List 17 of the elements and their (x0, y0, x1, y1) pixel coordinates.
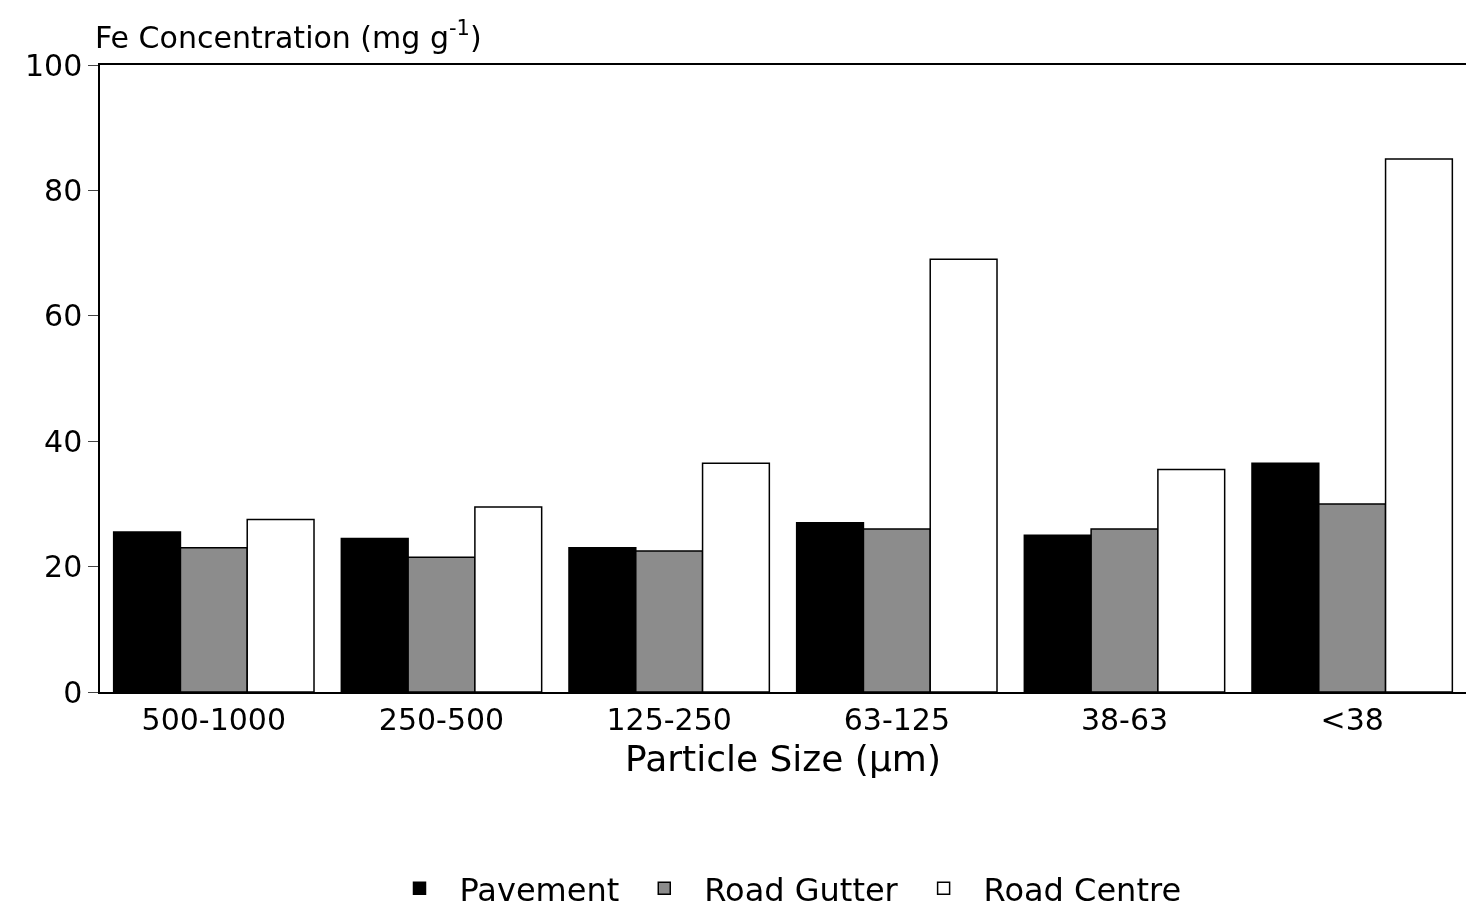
x-tick-label: 38-63 (1080, 701, 1169, 737)
legend-label: Road Gutter (704, 870, 899, 909)
x-tick-label: <38 (1320, 701, 1384, 737)
y-tick-label: 0 (63, 674, 83, 710)
legend-label: Pavement (459, 870, 620, 909)
y-tick-label: 60 (44, 298, 83, 334)
x-tick-label: 250-500 (378, 701, 505, 737)
y-tick-label: 40 (44, 423, 83, 459)
legend-label: Road Centre (983, 870, 1182, 909)
x-tick-label: 63-125 (843, 701, 950, 737)
y-tick-label: 20 (44, 549, 83, 585)
y-tick-label: 100 (24, 47, 83, 83)
y-tick-label: 80 (44, 172, 83, 208)
x-axis-title: Particle Size (µm) (625, 737, 941, 779)
x-tick-label: 500-1000 (141, 701, 287, 737)
y-axis-title: Fe Concentration (mg g$^{-1}$) (95, 16, 482, 55)
x-tick-label: 125-250 (606, 701, 732, 737)
